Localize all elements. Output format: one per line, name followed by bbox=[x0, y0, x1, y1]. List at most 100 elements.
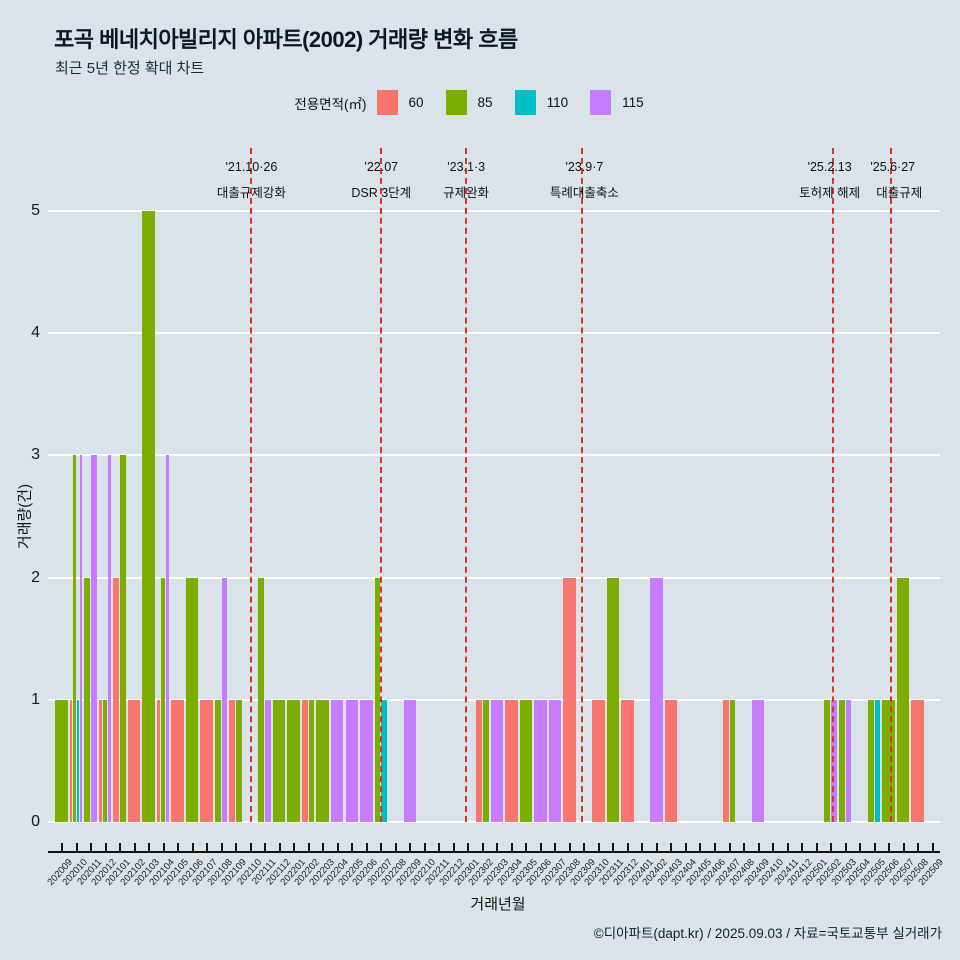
x-tick bbox=[597, 843, 600, 852]
bar bbox=[73, 455, 76, 822]
event-marker-line bbox=[831, 148, 834, 822]
event-label: 대출규제 bbox=[876, 186, 923, 200]
event-date: '22.07 bbox=[364, 160, 399, 174]
bar bbox=[403, 699, 417, 822]
legend-swatch-115 bbox=[590, 90, 612, 115]
bar bbox=[505, 699, 518, 822]
legend-text: 85 bbox=[477, 95, 493, 110]
x-tick bbox=[75, 843, 78, 852]
x-tick bbox=[177, 843, 180, 852]
y-tick-label: 1 bbox=[31, 690, 40, 708]
bar bbox=[214, 699, 221, 822]
bar bbox=[98, 699, 103, 822]
bar bbox=[113, 577, 120, 822]
x-tick bbox=[467, 843, 470, 852]
bar bbox=[120, 455, 126, 822]
x-tick bbox=[336, 843, 339, 852]
event-marker-line bbox=[250, 148, 253, 822]
x-tick bbox=[307, 843, 310, 852]
bar bbox=[79, 455, 83, 822]
gridline bbox=[48, 454, 940, 457]
bar bbox=[287, 699, 300, 822]
footer-credit: ©디아파트(dapt.kr) / 2025.09.03 / 자료=국토교통부 실… bbox=[593, 926, 942, 941]
bar bbox=[896, 577, 910, 822]
event-marker-line bbox=[380, 148, 383, 822]
x-tick bbox=[249, 843, 252, 852]
x-tick bbox=[699, 843, 702, 852]
x-tick bbox=[743, 843, 746, 852]
bar bbox=[272, 699, 286, 822]
legend-swatch-110 bbox=[514, 90, 536, 115]
bar bbox=[650, 577, 663, 822]
gridline bbox=[48, 210, 940, 212]
page-title: 포곡 베네치아빌리지 아파트(2002) 거래량 변화 흐름 bbox=[54, 27, 518, 52]
event-date: '21.10·26 bbox=[225, 160, 278, 174]
bar bbox=[621, 699, 634, 822]
x-tick bbox=[365, 843, 368, 852]
x-tick bbox=[322, 843, 325, 852]
gridline bbox=[48, 821, 940, 823]
bar bbox=[221, 577, 228, 822]
bar bbox=[200, 699, 213, 822]
bar bbox=[751, 699, 765, 822]
bar bbox=[165, 455, 170, 822]
x-tick bbox=[714, 843, 716, 852]
x-tick bbox=[772, 843, 775, 852]
legend-item-115: 115 bbox=[590, 90, 644, 115]
bar bbox=[867, 699, 874, 822]
x-tick bbox=[162, 843, 165, 852]
event-date: '25.6·27 bbox=[870, 160, 916, 174]
x-axis-line bbox=[48, 851, 940, 853]
x-tick bbox=[655, 843, 658, 852]
gridline bbox=[48, 332, 940, 335]
bar bbox=[55, 699, 68, 822]
x-tick bbox=[670, 843, 673, 852]
legend-title: 전용면적(㎡) bbox=[294, 96, 367, 112]
bar bbox=[103, 699, 107, 822]
bar bbox=[534, 699, 547, 822]
event-date: '23.9·7 bbox=[565, 160, 604, 174]
bar bbox=[374, 577, 381, 822]
x-tick bbox=[438, 843, 441, 852]
x-tick bbox=[235, 843, 238, 852]
bar bbox=[265, 699, 271, 822]
event-marker-line bbox=[465, 148, 468, 822]
bar bbox=[185, 577, 199, 822]
x-tick bbox=[481, 843, 484, 852]
y-tick-label: 4 bbox=[31, 324, 40, 342]
bar bbox=[142, 211, 155, 822]
bar bbox=[722, 699, 729, 822]
x-tick bbox=[786, 843, 789, 852]
x-tick bbox=[380, 843, 383, 852]
bar bbox=[563, 577, 576, 822]
bar bbox=[519, 699, 533, 822]
x-axis-title: 거래년월 bbox=[470, 896, 526, 913]
bar bbox=[84, 577, 91, 822]
event-label: 토허제 해제 bbox=[799, 186, 861, 200]
bar bbox=[482, 699, 489, 822]
x-tick bbox=[902, 843, 905, 852]
x-tick bbox=[293, 843, 296, 852]
bar bbox=[874, 699, 881, 822]
bar bbox=[331, 699, 344, 822]
y-tick-label: 0 bbox=[31, 813, 40, 830]
x-tick bbox=[90, 843, 93, 852]
x-tick bbox=[931, 843, 934, 852]
x-tick bbox=[757, 843, 760, 852]
x-tick bbox=[888, 843, 891, 852]
x-tick bbox=[61, 843, 64, 852]
x-tick bbox=[873, 843, 876, 852]
x-tick bbox=[452, 843, 455, 852]
x-tick bbox=[583, 843, 586, 852]
bar bbox=[490, 699, 504, 822]
y-tick-label: 2 bbox=[31, 568, 40, 586]
legend-item-85: 85 bbox=[445, 90, 493, 115]
bar bbox=[236, 699, 242, 822]
x-tick bbox=[684, 843, 687, 852]
bar bbox=[91, 455, 97, 822]
x-tick bbox=[510, 843, 513, 852]
event-label: DSR 3단계 bbox=[351, 186, 412, 200]
bar bbox=[606, 577, 620, 822]
x-tick bbox=[525, 843, 528, 852]
